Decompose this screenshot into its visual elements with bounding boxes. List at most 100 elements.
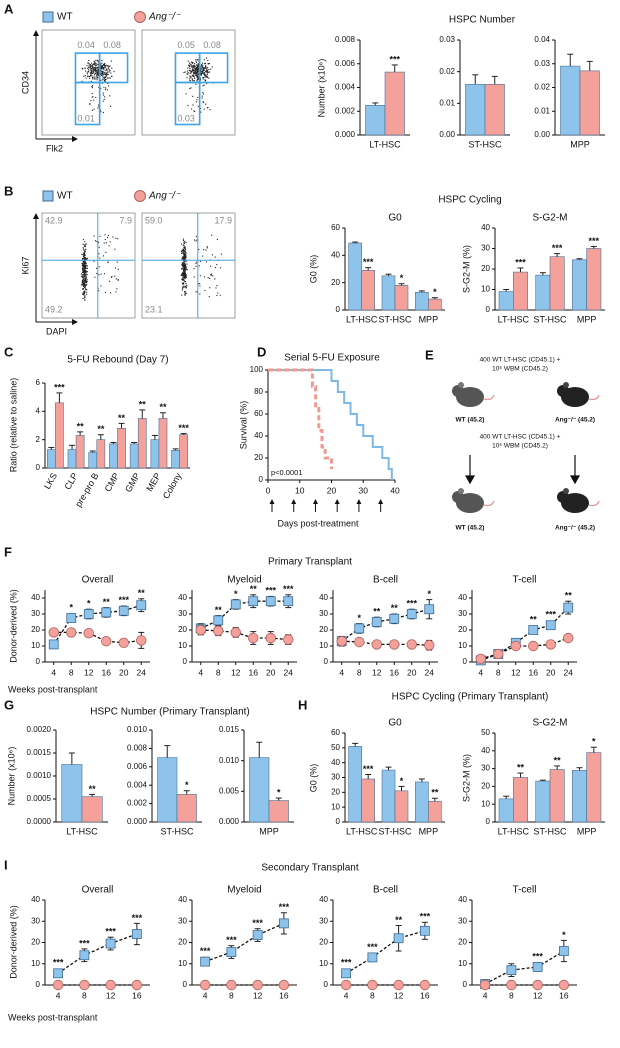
x-tick-label: ST-HSC [533,314,567,324]
event-dot [108,69,110,71]
significance: *** [279,902,290,912]
event-dot [105,65,107,67]
event-dot [107,261,109,264]
bar [498,291,514,311]
event-dot [184,274,186,276]
y-tick-label: 20 [458,938,467,947]
significance: *** [545,610,556,620]
event-dot [90,67,92,69]
x-tick-label: 16 [390,667,400,677]
y-tick-label: 0.02 [439,67,455,76]
y-tick-label: 0.008 [335,35,356,44]
event-dot [83,269,85,272]
event-dot [87,75,89,77]
x-tick-label: MPP [577,826,597,836]
event-dot [84,255,86,257]
event-dot [184,278,186,280]
significance: ** [159,402,167,412]
event-dot [184,247,186,249]
event-dot [107,67,109,70]
event-dot [96,63,98,65]
y-tick-label: 0.000 [335,130,356,139]
event-dot [98,274,100,276]
event-dot [183,246,185,249]
event-dot [216,294,218,297]
event-dot [189,79,191,81]
marker [265,596,276,607]
event-dot [85,271,87,273]
event-dot [83,280,85,282]
event-dot [186,70,189,72]
chart-title: T-cell [513,885,537,896]
y-tick-label: 20 [31,938,40,947]
event-dot [202,255,204,257]
event-dot [181,264,184,266]
event-dot [82,288,84,290]
event-dot [85,70,87,72]
significance: *** [265,586,276,596]
event-dot [192,66,194,68]
event-dot [203,63,206,65]
mouse-tail [588,500,600,507]
event-dot [102,68,104,70]
y-tick-label: 40 [178,593,187,602]
event-dot [111,275,113,278]
marker [545,620,556,631]
chart-title: B-cell [373,885,398,896]
significance: ** [250,584,258,594]
event-dot [184,264,186,266]
event-dot [83,266,85,268]
event-dot [82,264,84,266]
y-axis-label: Ratio (relative to saline) [8,378,18,473]
bar [158,418,168,469]
event-dot [117,278,119,280]
y-tick-label: 40 [331,250,340,259]
event-dot [84,254,86,256]
event-dot [84,295,86,297]
event-dot [183,278,185,281]
event-dot [97,61,99,63]
event-dot [189,80,192,82]
event-dot [187,67,189,69]
event-dot [92,76,94,78]
marker [532,962,543,972]
panel-letter: G [4,697,14,712]
panel-letter: A [4,1,14,16]
event-dot [208,68,210,71]
x-tick-label: 40 [390,485,400,495]
significance: ** [530,614,538,624]
event-dot [206,70,208,72]
event-dot [81,80,83,82]
event-dot [82,248,85,250]
event-dot [87,67,89,69]
event-dot [106,69,108,71]
event-dot [198,72,200,74]
event-dot [101,59,103,62]
bar [348,242,362,311]
y-tick-label: 0 [336,817,341,826]
y-tick-label: 0.015 [219,725,240,734]
event-dot [195,59,197,61]
event-dot [103,80,106,82]
x-tick-label: 4 [51,667,56,677]
event-dot [198,69,200,71]
event-dot [205,76,207,78]
event-dot [106,73,108,76]
y-tick-label: 60 [331,223,340,232]
x-tick-label: LKS [42,471,59,491]
event-dot [200,73,202,75]
chart-title: Myeloid [227,575,261,586]
event-dot [185,267,187,269]
y-tick-label: 50 [331,743,340,752]
event-dot [183,245,185,247]
y-tick-label: 40 [31,895,40,904]
marker [389,613,400,624]
event-dot [197,105,199,107]
bar [586,248,602,311]
significance: *** [552,243,563,253]
marker [200,956,211,967]
event-dot [94,276,96,278]
x-tick-label: ST-HSC [378,314,412,324]
event-dot [200,70,202,73]
event-dot [97,72,99,74]
